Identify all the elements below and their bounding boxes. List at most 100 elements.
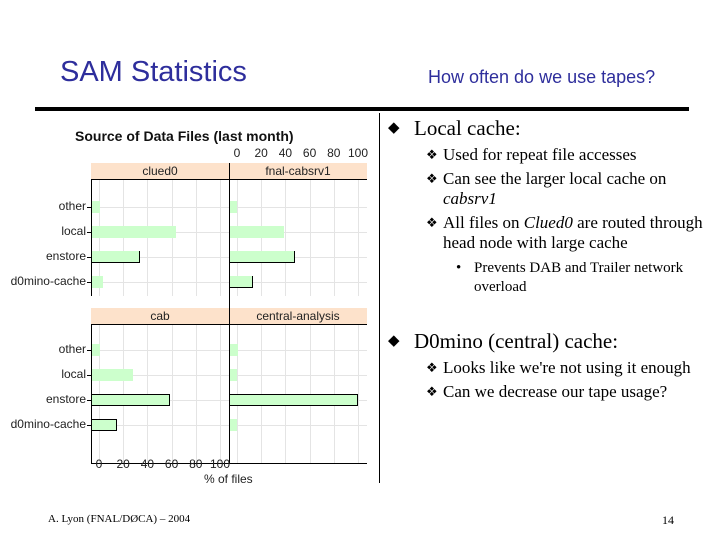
bar-enstore	[91, 251, 141, 263]
gridline	[229, 257, 367, 258]
tick	[87, 257, 91, 258]
tick	[87, 375, 91, 376]
bullet-list: ◆ Local cache: ❖ Used for repeat file acce…	[384, 112, 704, 402]
bar-local	[91, 369, 133, 381]
category-label: other	[58, 342, 86, 356]
bar-local	[229, 226, 285, 238]
gridline	[91, 375, 229, 376]
gridline	[171, 180, 173, 296]
x-tick-label: 100	[347, 146, 369, 160]
gridline	[309, 180, 311, 296]
slide-title: SAM Statistics	[60, 56, 247, 88]
panel-strip-clued0: clued0	[91, 163, 229, 180]
page-number: 14	[662, 513, 674, 527]
x-axis-label: % of files	[204, 472, 253, 486]
tick	[87, 400, 91, 401]
gridline	[285, 180, 287, 296]
gridline	[220, 180, 221, 296]
panel-strip-fnal-cabsrv1: fnal-cabsrv1	[229, 163, 367, 180]
gridline	[220, 325, 221, 463]
slide-subtitle: How often do we use tapes?	[428, 67, 656, 87]
x-tick-label: 20	[254, 146, 268, 160]
footer-author: A. Lyon (FNAL/DØCA) – 2004	[48, 513, 191, 525]
category-label: local	[61, 224, 86, 238]
gridline	[171, 325, 173, 463]
bar-local	[229, 369, 237, 381]
x-tick-label: 60	[302, 146, 317, 160]
gridline	[91, 207, 229, 208]
tick	[87, 207, 91, 208]
tick	[87, 282, 91, 283]
fancy-diamond-bullet-icon: ❖	[426, 360, 438, 375]
x-tick-label: 20	[116, 457, 130, 471]
bar-d0mino-cache	[229, 419, 237, 431]
x-tick-label: 0	[95, 457, 103, 471]
diamond-bullet-icon: ◆	[388, 333, 400, 349]
x-tick-label: 40	[278, 146, 293, 160]
gridline	[229, 232, 367, 233]
bar-other	[91, 344, 101, 356]
bar-enstore	[229, 394, 358, 406]
sub-sub-bullet: • Prevents DAB and Trailer network overlo…	[456, 260, 684, 295]
category-label: enstore	[45, 392, 86, 406]
bar-other	[229, 201, 237, 213]
bar-d0mino-cache	[91, 419, 118, 431]
gridline	[229, 425, 367, 426]
gridline	[237, 180, 238, 296]
tick	[87, 425, 91, 426]
bar-enstore	[229, 251, 296, 263]
dot-bullet-icon: •	[456, 260, 462, 276]
gridline	[99, 180, 100, 296]
bullet-d0mino-cache: ◆ D0mino (central) cache:	[388, 329, 619, 353]
x-tick-label: 100	[209, 457, 231, 471]
gridline	[229, 350, 367, 351]
category-label: d0mino-cache	[10, 417, 86, 431]
title-divider	[35, 107, 689, 111]
gridline	[261, 180, 263, 296]
x-tick-label: 0	[233, 146, 241, 160]
gridline	[229, 282, 367, 283]
x-tick-label: 40	[140, 457, 155, 471]
gridline	[147, 180, 149, 296]
gridline	[229, 375, 367, 376]
category-label: enstore	[45, 249, 86, 263]
sub-bullet: ❖ Looks like we're not using it enough	[426, 358, 691, 377]
x-axis-line	[91, 463, 367, 464]
bar-other	[91, 201, 101, 213]
diamond-bullet-icon: ◆	[388, 120, 400, 136]
category-label: other	[58, 199, 86, 213]
sub-bullet: ❖ Can see the larger local cache on cabsr…	[426, 169, 667, 208]
panel-strip-central-analysis: central-analysis	[229, 308, 367, 325]
gridline	[123, 180, 125, 296]
tick	[87, 232, 91, 233]
panel-strip-cab: cab	[91, 308, 229, 325]
tick	[87, 350, 91, 351]
x-tick-label: 60	[164, 457, 179, 471]
sub-bullet: ❖ Can we decrease our tape usage?	[426, 382, 668, 401]
gridline	[91, 425, 229, 426]
gridline	[229, 207, 367, 208]
gridline	[91, 350, 229, 351]
gridline	[195, 325, 197, 463]
y-axis-line	[91, 180, 92, 296]
y-axis-line	[91, 325, 92, 463]
column-divider	[379, 113, 380, 483]
gridline	[333, 180, 335, 296]
gridline	[195, 180, 197, 296]
bar-other	[229, 344, 239, 356]
x-tick-label: 80	[327, 146, 341, 160]
fancy-diamond-bullet-icon: ❖	[426, 384, 438, 399]
bullet-local-cache: ◆ Local cache:	[388, 116, 521, 140]
gridline	[91, 282, 229, 283]
chart-title: Source of Data Files (last month)	[75, 128, 294, 144]
x-tick-label: 80	[189, 457, 203, 471]
bar-enstore	[91, 394, 171, 406]
gridline	[91, 257, 229, 258]
category-label: local	[61, 367, 86, 381]
fancy-diamond-bullet-icon: ❖	[426, 171, 438, 186]
fancy-diamond-bullet-icon: ❖	[426, 215, 438, 230]
category-label: d0mino-cache	[10, 274, 86, 288]
bar-local	[91, 226, 177, 238]
panel-divider	[229, 163, 230, 463]
gridline	[358, 180, 359, 296]
